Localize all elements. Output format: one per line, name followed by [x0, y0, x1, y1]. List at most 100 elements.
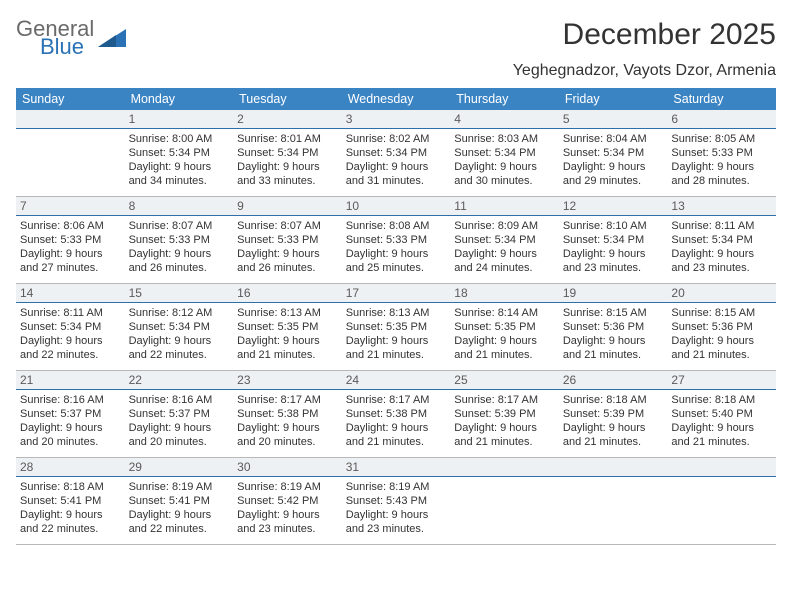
sunset-text: Sunset: 5:34 PM — [454, 233, 555, 247]
logo-triangle-icon — [98, 25, 126, 52]
day-number-bar: 5 — [559, 110, 668, 129]
logo: General Blue — [16, 18, 126, 58]
sunrise-text: Sunrise: 8:01 AM — [237, 132, 338, 146]
dow-tuesday: Tuesday — [233, 88, 342, 110]
day-cell: 17Sunrise: 8:13 AMSunset: 5:35 PMDayligh… — [342, 284, 451, 370]
day-cell: 1Sunrise: 8:00 AMSunset: 5:34 PMDaylight… — [125, 110, 234, 196]
sunrise-text: Sunrise: 8:11 AM — [671, 219, 772, 233]
day-cell: 23Sunrise: 8:17 AMSunset: 5:38 PMDayligh… — [233, 371, 342, 457]
daylight-text-line2: and 21 minutes. — [454, 348, 555, 362]
day-cell: 11Sunrise: 8:09 AMSunset: 5:34 PMDayligh… — [450, 197, 559, 283]
day-number-bar: 26 — [559, 371, 668, 390]
daylight-text-line1: Daylight: 9 hours — [671, 421, 772, 435]
sunrise-text: Sunrise: 8:16 AM — [129, 393, 230, 407]
daylight-text-line2: and 26 minutes. — [237, 261, 338, 275]
day-body: Sunrise: 8:07 AMSunset: 5:33 PMDaylight:… — [125, 216, 234, 279]
day-of-week-header: Sunday Monday Tuesday Wednesday Thursday… — [16, 88, 776, 110]
day-number-bar: 21 — [16, 371, 125, 390]
day-cell: 26Sunrise: 8:18 AMSunset: 5:39 PMDayligh… — [559, 371, 668, 457]
daylight-text-line1: Daylight: 9 hours — [129, 421, 230, 435]
daylight-text-line2: and 21 minutes. — [346, 435, 447, 449]
sunrise-text: Sunrise: 8:16 AM — [20, 393, 121, 407]
sunrise-text: Sunrise: 8:07 AM — [237, 219, 338, 233]
day-cell: 25Sunrise: 8:17 AMSunset: 5:39 PMDayligh… — [450, 371, 559, 457]
day-number-bar: 29 — [125, 458, 234, 477]
day-body: Sunrise: 8:15 AMSunset: 5:36 PMDaylight:… — [667, 303, 776, 366]
daylight-text-line2: and 21 minutes. — [346, 348, 447, 362]
day-body: Sunrise: 8:15 AMSunset: 5:36 PMDaylight:… — [559, 303, 668, 366]
sunset-text: Sunset: 5:36 PM — [671, 320, 772, 334]
day-cell: 8Sunrise: 8:07 AMSunset: 5:33 PMDaylight… — [125, 197, 234, 283]
day-cell: 9Sunrise: 8:07 AMSunset: 5:33 PMDaylight… — [233, 197, 342, 283]
sunset-text: Sunset: 5:41 PM — [20, 494, 121, 508]
day-number-bar: 7 — [16, 197, 125, 216]
daylight-text-line1: Daylight: 9 hours — [129, 508, 230, 522]
sunset-text: Sunset: 5:34 PM — [563, 146, 664, 160]
daylight-text-line1: Daylight: 9 hours — [129, 247, 230, 261]
daylight-text-line1: Daylight: 9 hours — [454, 160, 555, 174]
daylight-text-line1: Daylight: 9 hours — [563, 334, 664, 348]
day-number-bar: 28 — [16, 458, 125, 477]
sunset-text: Sunset: 5:34 PM — [237, 146, 338, 160]
daylight-text-line2: and 23 minutes. — [671, 261, 772, 275]
daylight-text-line2: and 20 minutes. — [237, 435, 338, 449]
day-number-bar: 24 — [342, 371, 451, 390]
logo-word-blue: Blue — [40, 36, 94, 58]
daylight-text-line1: Daylight: 9 hours — [237, 334, 338, 348]
day-number-bar: 3 — [342, 110, 451, 129]
sunrise-text: Sunrise: 8:19 AM — [237, 480, 338, 494]
day-cell: 19Sunrise: 8:15 AMSunset: 5:36 PMDayligh… — [559, 284, 668, 370]
day-number-bar: 22 — [125, 371, 234, 390]
day-body: Sunrise: 8:18 AMSunset: 5:40 PMDaylight:… — [667, 390, 776, 453]
sunrise-text: Sunrise: 8:04 AM — [563, 132, 664, 146]
sunset-text: Sunset: 5:33 PM — [671, 146, 772, 160]
sunrise-text: Sunrise: 8:13 AM — [237, 306, 338, 320]
day-number-bar: 25 — [450, 371, 559, 390]
day-body: Sunrise: 8:07 AMSunset: 5:33 PMDaylight:… — [233, 216, 342, 279]
sunrise-text: Sunrise: 8:14 AM — [454, 306, 555, 320]
day-cell: 27Sunrise: 8:18 AMSunset: 5:40 PMDayligh… — [667, 371, 776, 457]
day-number-bar: 27 — [667, 371, 776, 390]
week-row: 14Sunrise: 8:11 AMSunset: 5:34 PMDayligh… — [16, 284, 776, 371]
day-number-bar: 17 — [342, 284, 451, 303]
daylight-text-line2: and 26 minutes. — [129, 261, 230, 275]
day-body: Sunrise: 8:10 AMSunset: 5:34 PMDaylight:… — [559, 216, 668, 279]
sunset-text: Sunset: 5:40 PM — [671, 407, 772, 421]
daylight-text-line2: and 21 minutes. — [563, 348, 664, 362]
day-body: Sunrise: 8:19 AMSunset: 5:42 PMDaylight:… — [233, 477, 342, 540]
day-body: Sunrise: 8:19 AMSunset: 5:41 PMDaylight:… — [125, 477, 234, 540]
sunset-text: Sunset: 5:41 PM — [129, 494, 230, 508]
page-title: December 2025 — [513, 18, 776, 52]
daylight-text-line2: and 21 minutes. — [237, 348, 338, 362]
day-body: Sunrise: 8:05 AMSunset: 5:33 PMDaylight:… — [667, 129, 776, 192]
daylight-text-line2: and 34 minutes. — [129, 174, 230, 188]
dow-thursday: Thursday — [450, 88, 559, 110]
daylight-text-line2: and 22 minutes. — [20, 348, 121, 362]
sunset-text: Sunset: 5:34 PM — [346, 146, 447, 160]
sunset-text: Sunset: 5:35 PM — [454, 320, 555, 334]
sunrise-text: Sunrise: 8:09 AM — [454, 219, 555, 233]
day-number-bar: 30 — [233, 458, 342, 477]
day-body: Sunrise: 8:16 AMSunset: 5:37 PMDaylight:… — [16, 390, 125, 453]
day-cell: 22Sunrise: 8:16 AMSunset: 5:37 PMDayligh… — [125, 371, 234, 457]
day-number-bar: 6 — [667, 110, 776, 129]
week-row: 1Sunrise: 8:00 AMSunset: 5:34 PMDaylight… — [16, 110, 776, 197]
day-body: Sunrise: 8:01 AMSunset: 5:34 PMDaylight:… — [233, 129, 342, 192]
day-body: Sunrise: 8:08 AMSunset: 5:33 PMDaylight:… — [342, 216, 451, 279]
day-cell: 10Sunrise: 8:08 AMSunset: 5:33 PMDayligh… — [342, 197, 451, 283]
day-number-bar: 9 — [233, 197, 342, 216]
day-cell — [667, 458, 776, 544]
week-row: 28Sunrise: 8:18 AMSunset: 5:41 PMDayligh… — [16, 458, 776, 545]
daylight-text-line1: Daylight: 9 hours — [671, 247, 772, 261]
sunset-text: Sunset: 5:34 PM — [129, 146, 230, 160]
day-cell: 2Sunrise: 8:01 AMSunset: 5:34 PMDaylight… — [233, 110, 342, 196]
sunset-text: Sunset: 5:34 PM — [20, 320, 121, 334]
sunset-text: Sunset: 5:43 PM — [346, 494, 447, 508]
day-cell: 24Sunrise: 8:17 AMSunset: 5:38 PMDayligh… — [342, 371, 451, 457]
sunset-text: Sunset: 5:33 PM — [129, 233, 230, 247]
day-cell: 28Sunrise: 8:18 AMSunset: 5:41 PMDayligh… — [16, 458, 125, 544]
sunset-text: Sunset: 5:38 PM — [346, 407, 447, 421]
sunrise-text: Sunrise: 8:17 AM — [346, 393, 447, 407]
dow-monday: Monday — [125, 88, 234, 110]
day-number-bar-empty — [667, 458, 776, 477]
